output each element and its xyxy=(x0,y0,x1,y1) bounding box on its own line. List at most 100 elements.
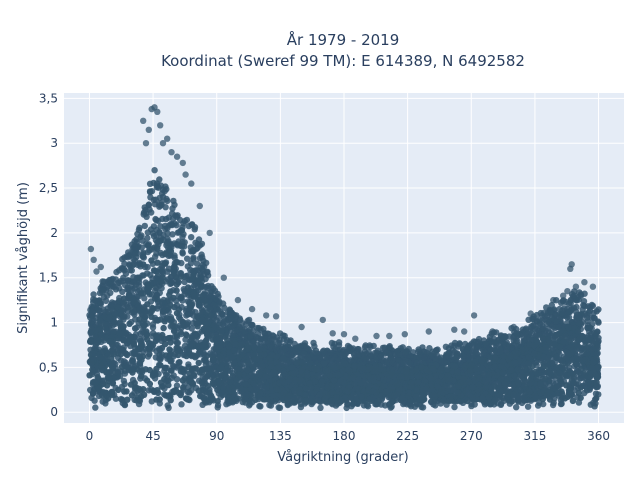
data-point xyxy=(453,355,459,361)
data-point xyxy=(135,262,141,268)
data-point xyxy=(328,350,334,356)
data-point xyxy=(138,373,144,379)
data-point xyxy=(593,330,599,336)
data-point xyxy=(140,251,146,257)
data-point xyxy=(189,221,195,227)
data-point xyxy=(568,306,574,312)
data-point xyxy=(162,204,168,210)
data-point xyxy=(575,294,581,300)
data-point xyxy=(165,382,171,388)
data-point xyxy=(89,318,95,324)
data-point xyxy=(176,359,182,365)
data-point xyxy=(460,353,466,359)
data-point xyxy=(190,247,196,253)
data-point xyxy=(150,180,156,186)
data-point xyxy=(451,343,457,349)
data-point xyxy=(170,216,176,222)
data-point xyxy=(181,279,187,285)
data-point xyxy=(105,309,111,315)
data-point xyxy=(101,279,107,285)
data-point xyxy=(277,405,283,411)
data-point xyxy=(157,347,163,353)
data-point xyxy=(131,244,137,250)
data-point xyxy=(217,308,223,314)
data-point xyxy=(167,246,173,252)
data-point xyxy=(196,360,202,366)
data-point xyxy=(177,217,183,223)
data-point xyxy=(513,404,519,410)
data-point xyxy=(97,299,103,305)
data-point xyxy=(498,401,504,407)
data-point xyxy=(293,348,299,354)
data-point xyxy=(287,337,293,343)
data-point xyxy=(121,266,127,272)
data-point xyxy=(134,275,140,281)
data-point xyxy=(301,350,307,356)
data-point xyxy=(321,348,327,354)
data-point xyxy=(589,302,595,308)
data-point xyxy=(185,311,191,317)
data-point xyxy=(188,260,194,266)
data-point xyxy=(262,335,268,341)
data-point xyxy=(388,404,394,410)
data-point xyxy=(181,243,187,249)
data-point xyxy=(361,355,367,361)
data-point xyxy=(95,374,101,380)
data-point xyxy=(169,221,175,227)
data-point xyxy=(204,269,210,275)
data-point xyxy=(151,167,157,173)
data-point xyxy=(111,284,117,290)
data-point xyxy=(308,354,314,360)
data-point xyxy=(188,234,194,240)
data-point xyxy=(171,202,177,208)
data-point xyxy=(229,315,235,321)
data-point xyxy=(148,226,154,232)
data-point xyxy=(348,357,354,363)
data-point xyxy=(442,359,448,365)
data-point xyxy=(142,223,148,229)
data-point xyxy=(253,334,259,340)
data-point xyxy=(127,262,133,268)
data-point xyxy=(473,349,479,355)
data-point xyxy=(122,370,128,376)
data-point xyxy=(514,333,520,339)
data-point xyxy=(136,227,142,233)
data-point xyxy=(157,316,163,322)
data-point xyxy=(451,404,457,410)
data-point xyxy=(587,307,593,313)
data-point xyxy=(277,330,283,336)
data-point xyxy=(185,284,191,290)
data-point xyxy=(157,195,163,201)
data-point xyxy=(142,204,148,210)
data-point xyxy=(548,315,554,321)
data-point xyxy=(430,349,436,355)
data-point xyxy=(324,355,330,361)
data-point xyxy=(402,349,408,355)
data-point xyxy=(89,307,95,313)
data-point xyxy=(315,397,321,403)
data-point xyxy=(563,299,569,305)
data-point xyxy=(249,322,255,328)
data-point xyxy=(558,401,564,407)
data-point xyxy=(164,230,170,236)
data-point xyxy=(231,359,237,365)
data-point xyxy=(424,350,430,356)
data-point xyxy=(154,260,160,266)
data-point xyxy=(564,314,570,320)
data-point xyxy=(140,272,146,278)
data-point xyxy=(92,404,98,410)
data-point xyxy=(304,345,310,351)
data-point xyxy=(592,315,598,321)
data-point xyxy=(581,303,587,309)
data-point xyxy=(538,310,544,316)
data-point xyxy=(184,396,190,402)
data-point xyxy=(129,357,135,363)
data-point xyxy=(128,283,134,289)
data-point xyxy=(317,405,323,411)
data-point xyxy=(481,351,487,357)
data-point xyxy=(578,384,584,390)
data-point xyxy=(475,343,481,349)
data-point xyxy=(178,401,184,407)
data-point xyxy=(520,326,526,332)
